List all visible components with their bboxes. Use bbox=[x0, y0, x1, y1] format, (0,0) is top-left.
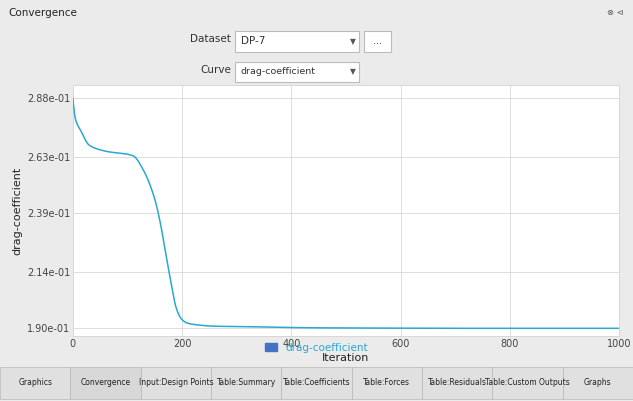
Text: Table:Forces: Table:Forces bbox=[363, 379, 410, 387]
Bar bbox=[211, 367, 281, 399]
Text: Table:Coefficients: Table:Coefficients bbox=[283, 379, 350, 387]
Text: ▼: ▼ bbox=[350, 67, 356, 76]
Text: Curve: Curve bbox=[200, 65, 231, 75]
Y-axis label: drag-coefficient: drag-coefficient bbox=[13, 166, 23, 255]
Text: Input:Design Points: Input:Design Points bbox=[139, 379, 213, 387]
Text: Table:Residuals: Table:Residuals bbox=[428, 379, 487, 387]
Text: ...: ... bbox=[373, 36, 382, 46]
Text: Dataset: Dataset bbox=[190, 34, 231, 45]
X-axis label: Iteration: Iteration bbox=[322, 353, 370, 363]
FancyBboxPatch shape bbox=[235, 31, 359, 52]
Legend: drag-coefficient: drag-coefficient bbox=[265, 343, 368, 353]
Text: ▼: ▼ bbox=[350, 37, 356, 46]
Text: ⊗ ⊲: ⊗ ⊲ bbox=[607, 8, 624, 17]
Text: Table:Summary: Table:Summary bbox=[216, 379, 276, 387]
Bar bbox=[0, 367, 70, 399]
Text: Table:Custom Outputs: Table:Custom Outputs bbox=[485, 379, 570, 387]
Text: Convergence: Convergence bbox=[80, 379, 130, 387]
FancyBboxPatch shape bbox=[364, 31, 391, 52]
Text: Convergence: Convergence bbox=[8, 8, 77, 18]
Bar bbox=[70, 367, 141, 399]
Bar bbox=[141, 367, 211, 399]
Text: Graphics: Graphics bbox=[18, 379, 52, 387]
Bar bbox=[281, 367, 352, 399]
Bar bbox=[352, 367, 422, 399]
Bar bbox=[422, 367, 492, 399]
Bar bbox=[563, 367, 633, 399]
Text: drag-coefficient: drag-coefficient bbox=[241, 67, 315, 76]
Text: Graphs: Graphs bbox=[584, 379, 611, 387]
FancyBboxPatch shape bbox=[235, 62, 359, 82]
Text: DP-7: DP-7 bbox=[241, 36, 265, 46]
Bar bbox=[492, 367, 563, 399]
